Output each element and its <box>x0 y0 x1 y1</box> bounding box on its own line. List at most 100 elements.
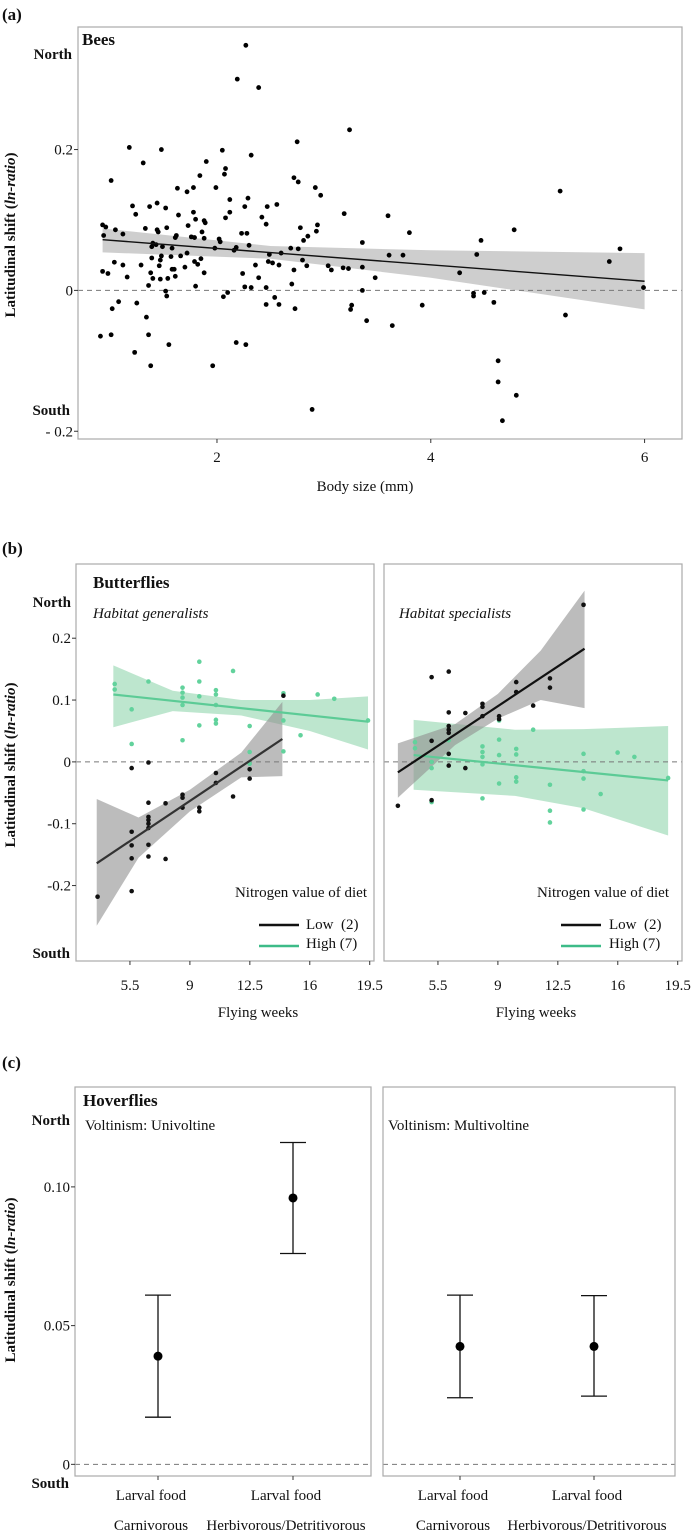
data-point-low-right <box>395 803 401 809</box>
data-point-bee <box>163 288 169 294</box>
data-point-low-right <box>446 730 452 736</box>
data-point-low-left <box>197 805 202 810</box>
confidence-band-high-right <box>413 719 669 836</box>
data-point-bee <box>120 231 126 237</box>
data-point-bee <box>111 259 117 265</box>
plot-frame-b-left <box>75 563 375 962</box>
data-point-high-right <box>429 759 434 765</box>
data-point-high-left <box>281 749 286 754</box>
data-point-bee <box>154 200 160 206</box>
b-right-xtick-label: 16 <box>610 978 626 994</box>
data-point-bee <box>300 257 305 263</box>
data-point-bee <box>191 185 196 190</box>
data-point-bee <box>184 250 190 256</box>
data-point-high-right <box>547 808 553 814</box>
data-point-bee <box>169 245 175 251</box>
b-ytick-label: -0.2 <box>47 879 71 895</box>
panel-a-title: Bees <box>82 30 115 49</box>
data-point-high-left <box>247 723 252 729</box>
a-ytick-label: 0 <box>66 283 74 299</box>
data-point-high-left <box>129 707 134 712</box>
data-point-bee <box>124 274 130 280</box>
data-point-bee <box>201 270 207 276</box>
regression-line-low-right <box>397 647 586 774</box>
data-point-high-right <box>496 781 502 786</box>
regression-line-high-right <box>413 753 669 782</box>
data-point-low-left <box>95 894 100 899</box>
data-point-low-left <box>163 856 168 862</box>
data-point-high-right <box>513 779 519 784</box>
plot-frame-c-right <box>382 1086 676 1477</box>
data-point-bee <box>178 253 184 259</box>
y-axis-title-c: Latitudinal shift (ln-ratio) <box>3 1197 19 1362</box>
data-point-low-left <box>129 765 134 771</box>
data-point-bee <box>315 222 320 228</box>
data-point-high-left <box>180 737 185 743</box>
category-label-line2: Carnivorous <box>114 1518 188 1533</box>
data-point-low-right <box>429 797 434 803</box>
b-left-xtick-label: 9 <box>186 978 194 994</box>
data-point-bee <box>101 233 107 238</box>
data-point-bee <box>266 252 272 257</box>
data-point-high-right <box>513 746 519 752</box>
data-point-bee <box>138 262 144 268</box>
data-point-low-left <box>129 829 134 835</box>
data-point-bee <box>495 358 501 364</box>
data-point-high-left <box>197 694 202 699</box>
data-point-bee <box>166 342 172 348</box>
data-point-bee <box>386 252 392 258</box>
data-point-bee <box>263 285 269 290</box>
data-point-high-right <box>480 762 485 767</box>
data-point-bee <box>419 302 425 308</box>
b-left-xtick-label: 19.5 <box>357 978 383 994</box>
data-point-low-right <box>446 710 452 715</box>
data-point-high-left <box>180 685 185 690</box>
data-point-high-right <box>412 739 418 745</box>
data-point-bee <box>148 270 154 276</box>
data-point-bee <box>134 300 140 306</box>
data-point-bee <box>116 299 122 305</box>
data-point-bee <box>202 220 208 226</box>
data-point-bee <box>198 256 204 262</box>
panel-b-label: (b) <box>2 539 23 558</box>
data-point-bee <box>245 195 251 201</box>
data-point-high-left <box>213 717 219 723</box>
data-point-bee <box>149 244 155 250</box>
data-point-bee <box>160 244 165 250</box>
data-point-bee <box>340 265 346 271</box>
data-point-bee <box>168 254 174 259</box>
data-point-bee <box>175 185 180 191</box>
data-point-bee <box>359 264 365 270</box>
data-point-bee <box>201 235 207 241</box>
data-point-high-left <box>197 679 202 684</box>
legend-high-right: High (7) <box>609 936 660 952</box>
data-point-bee <box>294 139 300 145</box>
data-point-high-right <box>581 776 586 781</box>
x-axis-title-b-right: Flying weeks <box>496 1005 577 1021</box>
data-point-low-right <box>547 676 553 681</box>
data-point-bee <box>234 76 240 82</box>
data-point-bee <box>491 299 497 305</box>
data-point-low-right <box>446 751 452 757</box>
data-point-bee <box>256 275 262 281</box>
data-point-bee <box>256 85 262 90</box>
data-point-bee <box>372 275 378 281</box>
data-point-low-right <box>581 602 586 608</box>
data-point-low-right <box>429 738 434 744</box>
data-point-bee <box>243 42 249 48</box>
panel-a-label: (a) <box>2 5 22 24</box>
data-point-bee <box>272 295 278 300</box>
data-point-bee <box>474 252 480 257</box>
data-point-bee <box>313 228 319 234</box>
category-label-line1: Larval food <box>552 1488 623 1504</box>
data-point-bee <box>185 223 191 229</box>
data-point-bee <box>297 225 303 231</box>
b-right-xtick-label: 12.5 <box>545 978 571 994</box>
data-point-high-right <box>598 791 603 797</box>
data-point-bee <box>157 257 163 263</box>
data-point-bee <box>158 147 164 152</box>
south-label-c: South <box>31 1476 69 1492</box>
data-point-low-left <box>146 800 151 805</box>
data-point-bee <box>223 215 228 221</box>
